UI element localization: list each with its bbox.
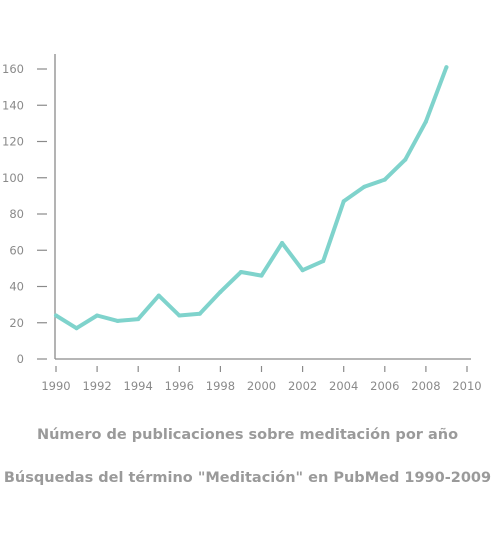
data-point [403,157,408,162]
chart-title: Número de publicaciones sobre meditación… [36,427,459,443]
data-point [95,313,100,318]
data-point [238,270,243,274]
data-point [362,184,367,189]
x-tick-label: 2006 [370,379,399,393]
data-point [300,268,305,273]
data-point [197,311,202,316]
y-axis: 0 20 40 60 80 100 120 140 160 [2,54,56,366]
data-point [444,65,449,70]
y-tick-label: 140 [2,98,24,112]
y-tick-label: 80 [9,207,24,221]
y-tick-label: 100 [2,171,24,185]
data-point [74,326,79,331]
data-point [218,289,223,294]
x-tick-label: 2008 [411,379,440,393]
data-point [382,177,387,182]
x-tick-label: 2004 [329,379,358,393]
x-tick-label: 2000 [247,379,276,393]
x-tick-label: 1998 [206,379,235,393]
chart-subtitle: Búsquedas del término "Meditación" en Pu… [3,470,492,486]
data-point [136,317,141,322]
data-point [280,241,285,245]
series-line-1 [54,65,449,331]
data-point [423,119,428,124]
data-point [54,313,58,318]
data-point [321,259,326,264]
data-point [341,199,346,204]
x-tick-label: 1994 [124,379,153,393]
data-point [156,293,161,298]
x-tick-label: 1996 [165,379,194,393]
x-axis: 1990 1992 1994 1996 1998 2000 2002 2004 2006 2008… [41,358,482,393]
data-point [259,273,264,278]
x-tick-label: 2002 [288,379,317,393]
data-point [177,313,182,318]
series-group [54,65,449,331]
data-point [115,318,120,323]
y-tick-label: 160 [2,62,24,76]
y-tick-label: 120 [2,135,24,149]
y-tick-label: 60 [9,243,24,257]
x-tick-label: 2010 [452,379,481,393]
y-tick-label: 20 [9,316,24,330]
x-tick-label: 1990 [41,379,70,393]
y-tick-label: 40 [9,280,24,294]
y-tick-label: 0 [17,352,24,366]
x-tick-label: 1992 [82,379,111,393]
